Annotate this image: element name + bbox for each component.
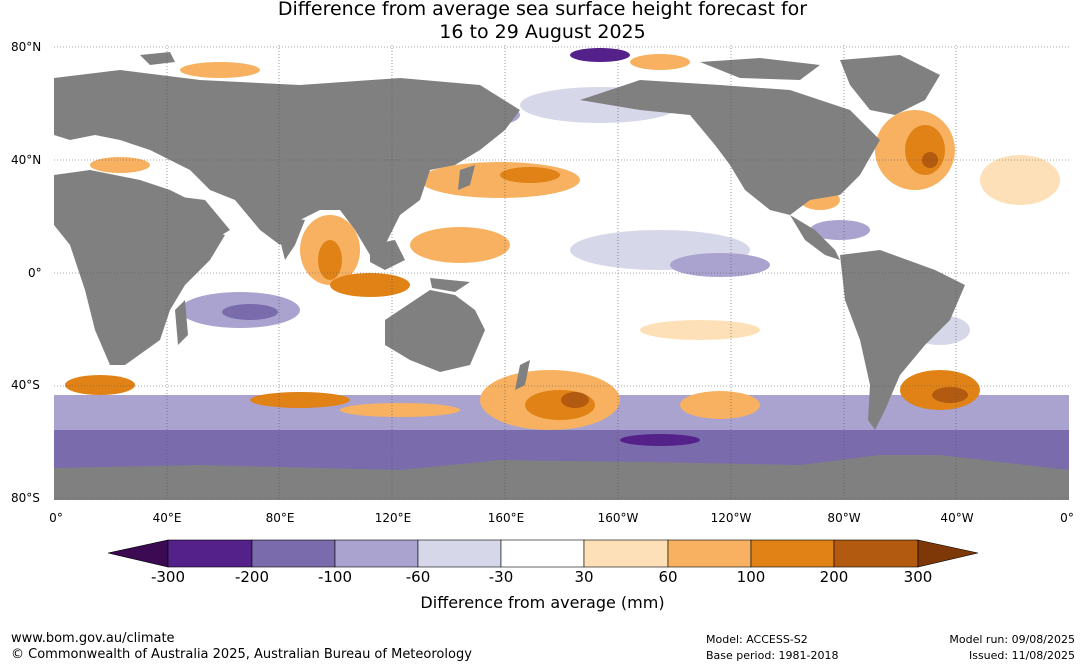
footer-website: www.bom.gov.au/climate [11,631,175,646]
colorbar-tick-label: -100 [317,568,353,586]
colorbar-bin [750,539,835,568]
colorbar-bin [251,539,336,568]
west-pacific-positive [410,227,510,263]
kuroshio-core-positive [500,167,560,183]
land-masses [54,52,1069,500]
land-arabia [165,195,230,245]
colorbar-bin [667,539,752,568]
land-eurasia [54,70,520,255]
colorbar-extend-low [107,539,169,568]
map-title-line1: Difference from average sea surface heig… [277,0,808,20]
lat-label: 40°N [11,153,42,167]
colorbar-tick-label: -30 [488,568,514,586]
lon-label: 0° [49,511,63,525]
colorbar-bin [417,539,502,568]
lon-label: 0° [1060,511,1074,525]
lon-label: 120°E [374,511,412,525]
colorbar-bin [583,539,669,568]
land-borneo [370,240,405,270]
colorbar-title: Difference from average (mm) [420,593,665,612]
lon-label: 40°W [940,511,974,525]
footer-model-run: Model run: 09/08/2025 [949,633,1075,646]
lat-label: 80°S [11,491,40,505]
land-madagascar [175,300,188,345]
barents-positive [180,62,260,78]
java-sea-positive [330,273,410,297]
footer-base-period: Base period: 1981-2018 [706,649,839,662]
kuroshio-extension-positive [420,162,580,198]
colorbar-bin [167,539,253,568]
arctic-positive [630,54,690,70]
south-indian-positive [250,392,350,408]
south-pacific-positive [680,391,760,419]
colorbar-tick-label: 300 [903,568,933,586]
land-svalbard [140,52,175,65]
colorbar-bin [833,539,919,568]
colorbar-tick-label: 30 [574,568,594,586]
colorbar-bin [500,539,585,568]
graticule [54,45,1069,500]
land-india [275,215,305,260]
southeast-pacific-positive [640,320,760,340]
land-north-america [580,80,880,215]
land-new-zealand [515,360,530,390]
indian-ocean-strong-negative [222,304,278,320]
colorbar-tick-label: -200 [234,568,270,586]
arctic-strong-negative [570,48,630,62]
colorbar-tick-label: -300 [150,568,186,586]
colorbar-bin [334,539,419,568]
lon-label: 160°E [487,511,525,525]
lat-label: 0° [28,266,42,280]
lon-label: 160°W [597,511,639,525]
land-greenland [840,55,940,115]
land-africa [54,170,225,365]
lon-label: 40°E [152,511,182,525]
south-indian-positive-2 [340,403,460,417]
southern-ocean-deep-negative [620,434,700,446]
lat-label: 40°S [11,378,40,392]
tasman-peak-positive [561,392,589,408]
colorbar-tick-label: 200 [819,568,849,586]
land-central-america [790,215,840,260]
colorbar-tick-label: 60 [658,568,678,586]
land-australia [385,290,485,372]
lon-label: 80°W [827,511,861,525]
lon-label: 80°E [265,511,295,525]
map-title-line2: 16 to 29 August 2025 [439,21,646,43]
caribbean-negative [810,220,870,240]
mediterranean-positive [90,157,150,173]
land-arctic-islands [700,58,820,80]
colorbar-tick-label: 100 [736,568,766,586]
east-atlantic-positive [980,155,1060,205]
land-new-guinea [430,278,470,292]
colorbar-extend-high [917,539,979,568]
pacific-east-negative [670,253,770,277]
agulhas-positive [65,375,135,395]
colorbar [107,539,979,568]
footer-model: Model: ACCESS-S2 [706,633,808,646]
land-south-america [840,250,965,430]
lat-label: 80°N [11,40,42,54]
footer-copyright: © Commonwealth of Australia 2025, Austra… [11,647,472,662]
andaman-positive [318,240,342,280]
land-japan [458,165,475,190]
gulf-stream-core [905,125,945,175]
land-antarctica [54,455,1069,500]
lon-label: 120°W [710,511,752,525]
footer-issued: Issued: 11/08/2025 [968,649,1075,662]
brazil-malvinas-peak [932,387,968,403]
colorbar-tick-label: -60 [405,568,431,586]
map-area [54,45,1069,500]
